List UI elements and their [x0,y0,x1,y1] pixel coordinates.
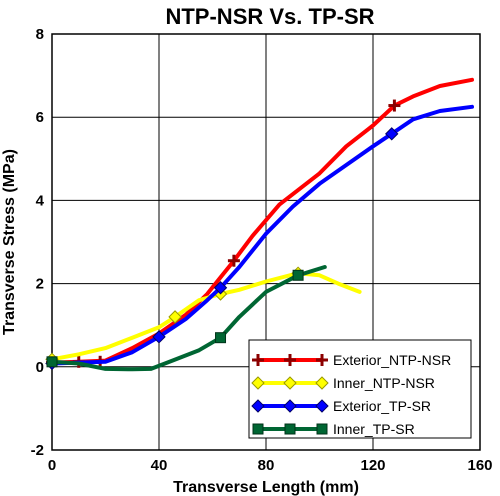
legend-entry: Exterior_NTP-NSR [252,352,451,368]
data-point [213,281,228,295]
y-tick-label: 2 [36,276,44,293]
legend-entry: Exterior_TP-SR [251,398,431,414]
data-point [215,332,227,344]
legend-box [248,339,472,439]
legend-marker [283,399,297,413]
legend-entry: Inner_NTP-NSR [251,375,435,391]
y-tick-label: 4 [36,192,45,209]
legend-label: Inner_NTP-NSR [333,375,435,391]
y-tick-label: -2 [31,442,44,459]
x-tick-label: 80 [258,457,275,474]
y-tick-label: 0 [36,359,44,376]
y-tick-label: 6 [36,109,44,126]
legend-marker [315,376,329,390]
series-layer [45,77,474,372]
legend-marker [251,376,265,390]
x-tick-label: 160 [467,457,492,474]
legend-marker [316,423,328,435]
data-point [292,269,304,281]
legend-marker [284,354,296,366]
x-tick-label: 40 [151,457,168,474]
x-tick-label: 0 [48,457,56,474]
y-axis-label: Transverse Stress (MPa) [1,149,18,335]
series-line [50,265,327,372]
series-3 [46,265,327,372]
legend-marker [316,354,328,366]
legend-marker [252,423,264,435]
legend: Exterior_NTP-NSR Inner_NTP-NSR Exterior_TP… [248,339,472,439]
x-axis-label: Transverse Length (mm) [173,479,359,496]
legend-entry: Inner_TP-SR [252,421,415,437]
data-point [388,99,401,112]
legend-label: Exterior_TP-SR [333,398,431,414]
data-point [46,356,58,368]
data-point [168,310,182,324]
legend-marker [252,354,264,366]
legend-marker [315,399,329,413]
data-point [152,330,166,344]
legend-label: Exterior_NTP-NSR [333,352,451,368]
y-tick-label: 8 [36,26,44,43]
legend-marker [284,423,296,435]
x-tick-label: 120 [360,457,385,474]
legend-label: Inner_TP-SR [333,421,415,437]
legend-marker [251,399,265,413]
legend-marker [283,376,297,390]
data-point [227,254,240,267]
data-point [385,127,399,141]
chart-title: NTP-NSR Vs. TP-SR [165,4,374,29]
